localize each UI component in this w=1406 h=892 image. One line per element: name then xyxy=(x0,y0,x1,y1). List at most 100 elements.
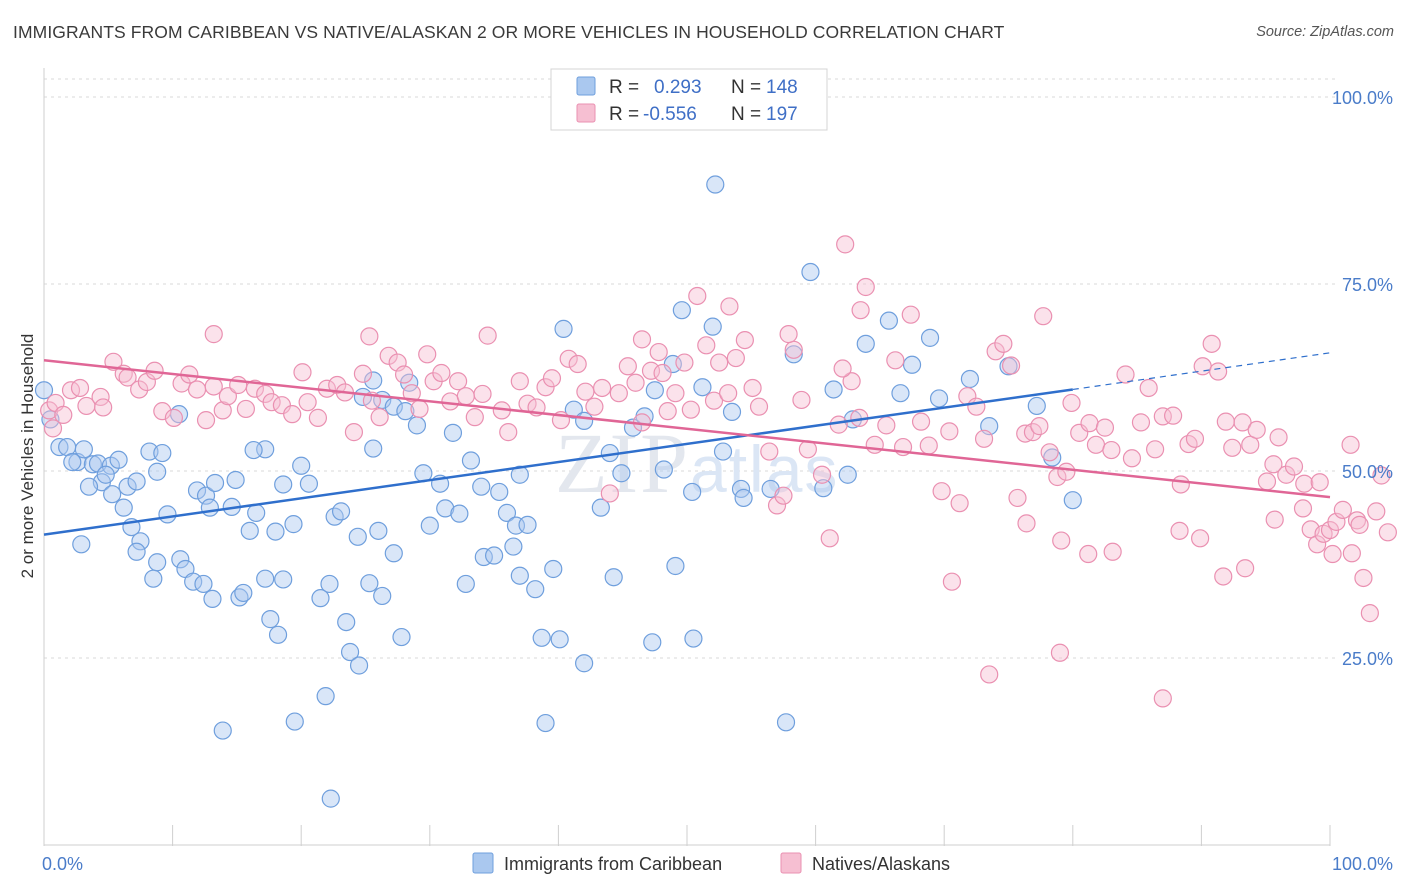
data-point xyxy=(891,384,910,403)
data-point xyxy=(1040,443,1059,462)
data-point xyxy=(1323,544,1342,564)
data-point xyxy=(240,521,259,540)
data-point xyxy=(284,515,303,534)
data-point xyxy=(532,628,551,647)
data-point xyxy=(298,393,317,412)
data-point xyxy=(127,472,146,491)
data-point xyxy=(40,401,59,420)
data-point xyxy=(967,397,986,416)
data-point xyxy=(244,440,263,460)
data-point xyxy=(632,330,652,349)
data-point xyxy=(1122,449,1142,468)
data-point xyxy=(654,460,673,479)
data-point xyxy=(1333,500,1352,519)
data-point xyxy=(879,311,899,330)
data-point xyxy=(776,713,796,732)
data-point xyxy=(911,412,931,431)
data-point xyxy=(234,583,253,603)
data-point xyxy=(743,378,762,398)
data-point xyxy=(218,387,237,406)
data-point xyxy=(456,387,475,406)
data-point xyxy=(109,450,128,469)
data-point xyxy=(684,629,703,648)
data-point xyxy=(436,499,455,518)
data-point xyxy=(187,380,207,399)
data-point xyxy=(1295,474,1314,493)
data-point xyxy=(272,396,292,415)
data-point xyxy=(131,532,150,551)
data-point xyxy=(1017,514,1036,533)
data-point xyxy=(833,359,852,378)
data-point xyxy=(1086,435,1106,454)
data-point xyxy=(760,442,779,461)
data-point xyxy=(1153,407,1172,426)
data-point xyxy=(735,331,754,350)
data-point xyxy=(478,326,497,345)
data-point xyxy=(1027,396,1046,416)
data-point xyxy=(653,363,672,383)
data-point xyxy=(1247,420,1266,439)
data-point xyxy=(683,482,702,502)
data-point xyxy=(693,378,712,397)
y-axis-label: 2 or more Vehicles in Household xyxy=(18,334,37,579)
data-point xyxy=(461,451,481,470)
data-point xyxy=(353,364,373,383)
data-point xyxy=(600,484,619,503)
data-point xyxy=(1170,521,1189,540)
data-point xyxy=(554,319,573,338)
legend-n-label-pink: N = xyxy=(731,104,761,125)
data-point xyxy=(499,423,518,442)
data-point xyxy=(1223,438,1242,457)
data-point xyxy=(575,654,594,673)
data-point xyxy=(418,345,437,364)
data-point xyxy=(801,262,820,282)
data-point xyxy=(91,387,110,407)
data-point xyxy=(1265,510,1284,529)
data-point xyxy=(672,301,691,320)
data-point xyxy=(1241,435,1260,454)
data-point xyxy=(1284,457,1304,476)
data-point xyxy=(200,498,219,517)
data-point xyxy=(713,442,733,461)
data-point xyxy=(1257,472,1277,491)
data-point xyxy=(675,353,694,372)
chart-title: IMMIGRANTS FROM CARIBBEAN VS NATIVE/ALAS… xyxy=(13,22,1005,42)
data-point xyxy=(658,402,677,421)
data-point xyxy=(942,572,962,591)
data-point xyxy=(320,574,339,594)
bottom-legend-label-pink: Natives/Alaskans xyxy=(812,854,950,874)
data-point xyxy=(1308,535,1327,554)
data-point xyxy=(779,325,798,344)
data-point xyxy=(544,559,563,579)
data-point xyxy=(663,354,682,374)
data-point xyxy=(443,423,463,442)
data-point xyxy=(1202,334,1221,353)
data-point xyxy=(504,537,523,556)
legend-swatch-blue xyxy=(576,76,596,96)
data-point xyxy=(441,392,460,411)
data-point xyxy=(74,440,93,459)
data-point xyxy=(814,479,833,498)
data-point xyxy=(1233,413,1252,432)
data-point xyxy=(704,391,724,410)
data-point xyxy=(1001,356,1021,375)
series-natives-points xyxy=(40,235,1397,708)
data-point xyxy=(1063,491,1082,510)
data-point xyxy=(609,384,628,403)
data-point xyxy=(824,380,843,399)
data-point xyxy=(612,464,631,483)
data-point xyxy=(490,482,509,502)
data-point xyxy=(792,390,811,410)
data-point xyxy=(79,477,99,496)
legend-box xyxy=(550,68,828,131)
data-point xyxy=(261,610,280,629)
data-point xyxy=(510,372,529,391)
data-point xyxy=(1103,542,1122,561)
legend-r-label-pink: R = xyxy=(609,104,639,125)
data-point xyxy=(1050,643,1070,662)
data-point xyxy=(331,502,351,521)
data-point xyxy=(360,327,379,346)
data-point xyxy=(886,351,905,370)
data-point xyxy=(158,505,177,524)
data-point xyxy=(980,665,999,684)
